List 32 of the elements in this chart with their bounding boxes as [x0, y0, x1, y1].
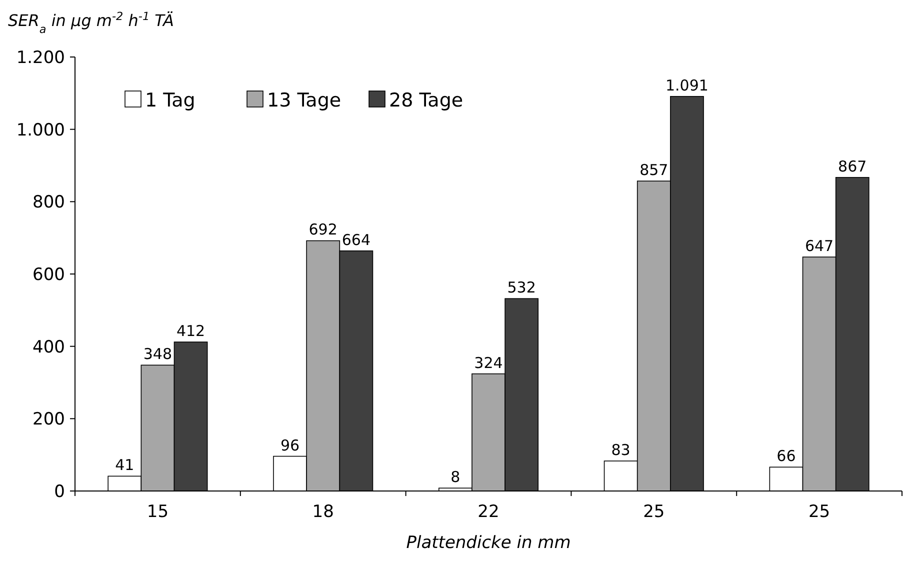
- data-label: 692: [308, 220, 338, 239]
- data-label: 324: [474, 354, 503, 372]
- x-tick-label: 18: [312, 502, 334, 522]
- y-tick-label: 1.000: [16, 120, 65, 140]
- x-axis-title: Plattendicke in mm: [406, 533, 571, 553]
- x-tick-label: 25: [808, 502, 830, 522]
- legend-label: 28 Tage: [389, 90, 464, 112]
- y-tick-label: 0: [54, 482, 65, 502]
- legend-label: 1 Tag: [145, 90, 196, 112]
- data-label: 532: [507, 278, 536, 297]
- data-label: 647: [804, 237, 834, 255]
- data-label: 8: [450, 468, 460, 486]
- y-tick-label: 800: [32, 192, 65, 213]
- data-label: 83: [611, 440, 630, 459]
- data-label: 41: [115, 456, 134, 474]
- data-label: 867: [838, 157, 867, 176]
- data-label: 66: [776, 447, 796, 466]
- data-label: 857: [640, 161, 668, 180]
- y-tick-label: 600: [32, 264, 65, 285]
- data-label: 348: [143, 345, 172, 364]
- data-label: 1.091: [666, 76, 708, 94]
- x-tick-label: 15: [146, 502, 169, 522]
- y-tick-label: 400: [32, 337, 65, 358]
- legend-label: 13 Tage: [267, 90, 342, 112]
- data-label: 664: [342, 230, 370, 249]
- y-tick-label: 1.200: [16, 48, 65, 68]
- data-label: 412: [176, 322, 206, 340]
- x-tick-label: 25: [643, 502, 665, 522]
- x-tick-label: 22: [478, 502, 500, 522]
- y-axis-title: SER$_{a}$ in µg m$^{-2}$ h$^{-1}$ TÄ: [8, 10, 174, 36]
- data-label: 96: [280, 436, 300, 454]
- y-tick-label: 200: [32, 410, 65, 430]
